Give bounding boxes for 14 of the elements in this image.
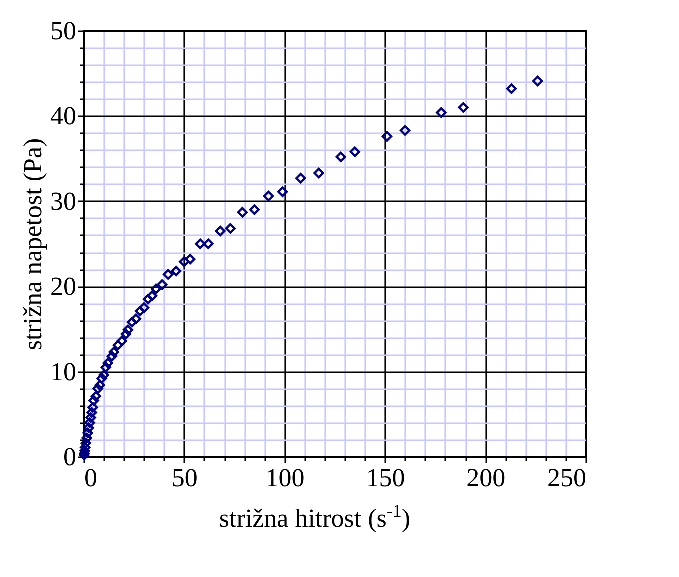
x-tick-label: 0: [84, 464, 98, 492]
y-tick-label: 50: [50, 16, 76, 46]
x-tick-label: 150: [366, 464, 406, 492]
y-tick-label: 20: [50, 272, 76, 302]
y-tick-label: 0: [64, 442, 76, 472]
y-axis-title: strižna napetost (Pa): [18, 138, 48, 351]
y-tick-label: 30: [50, 186, 76, 216]
x-axis-title: strižna hitrost (s$^{-1}$): [219, 501, 411, 533]
y-tick-label: 40: [50, 102, 76, 131]
y-tick-label: 10: [50, 357, 76, 386]
x-tick-label: 50: [172, 464, 198, 492]
x-tick-label: 100: [266, 464, 305, 492]
x-tick-label: 250: [548, 464, 586, 492]
x-tick-label: 200: [466, 464, 506, 492]
